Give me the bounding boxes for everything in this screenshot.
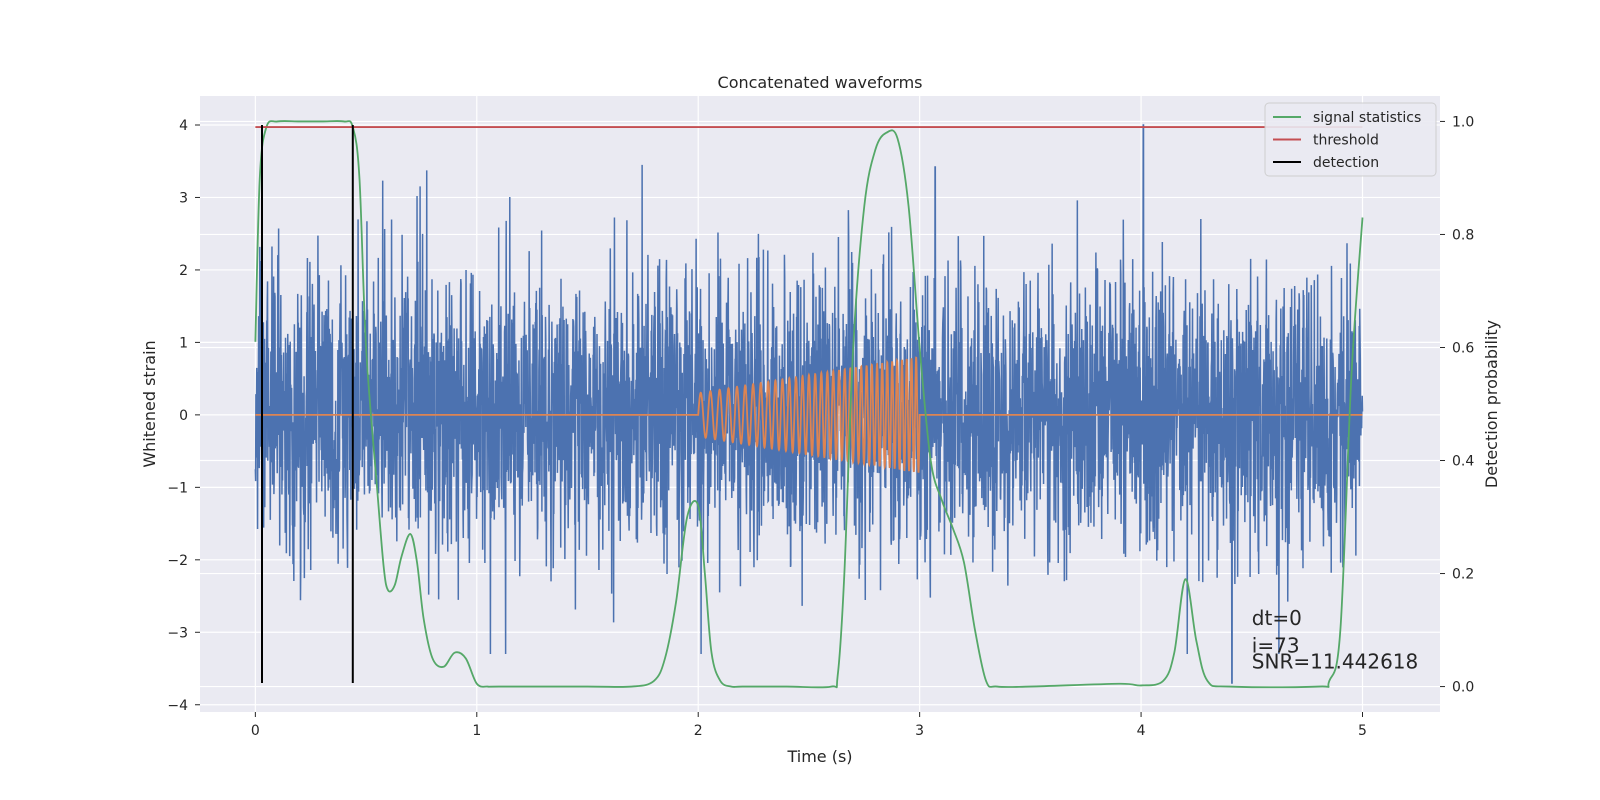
y-axis-label: Whitened strain <box>140 340 159 467</box>
legend-label: threshold <box>1313 133 1379 149</box>
annotation-1: i=73 <box>1252 634 1300 658</box>
y-tick-label: 4 <box>179 118 188 134</box>
y2-tick-label: 0.4 <box>1452 454 1474 470</box>
legend-label: signal statistics <box>1313 110 1421 126</box>
x-tick-label: 5 <box>1358 723 1367 739</box>
x-tick-label: 4 <box>1137 723 1146 739</box>
x-tick-label: 0 <box>251 723 260 739</box>
injected-waveform-series <box>255 356 1363 473</box>
injected-waveform-line <box>255 356 1363 473</box>
y2-tick-label: 0.2 <box>1452 567 1474 583</box>
detection-series <box>261 124 354 684</box>
legend-label: detection <box>1313 155 1379 171</box>
y2-tick-label: 1.0 <box>1452 114 1474 130</box>
y-tick-label: 0 <box>179 408 188 424</box>
y-tick-label: −4 <box>167 698 188 714</box>
signal-statistics-line <box>254 120 1364 689</box>
y-tick-label: 3 <box>179 190 188 206</box>
x-tick-label: 1 <box>472 723 481 739</box>
legend-box <box>1264 102 1437 177</box>
y-tick-label: −3 <box>167 625 188 641</box>
y-tick-label: 1 <box>179 335 188 351</box>
ticks: 0 1 2 3 4 5 −4 −3 −2 −1 0 1 2 3 4 0.0 0.2 0.4 0.6 0.8 1.0 <box>167 114 1474 739</box>
y2-tick-label: 0.6 <box>1452 340 1474 356</box>
annotation-0: dt=0 <box>1252 606 1302 630</box>
y-tick-label: 2 <box>179 263 188 279</box>
whitened-strain-line <box>254 124 1364 684</box>
x-tick-label: 2 <box>694 723 703 739</box>
y-tick-label: −1 <box>167 480 188 496</box>
chart-title: Concatenated waveforms <box>718 73 923 92</box>
y2-tick-label: 0.0 <box>1452 680 1474 696</box>
x-tick-label: 3 <box>915 723 924 739</box>
y-tick-label: −2 <box>167 553 188 569</box>
legend: signal statistics threshold detection <box>1264 102 1437 177</box>
y2-axis-label: Detection probability <box>1482 320 1501 488</box>
annotation-2: SNR=11.442618 <box>1252 650 1418 674</box>
x-axis-label: Time (s) <box>786 747 852 766</box>
signal-statistics-series <box>254 120 1364 689</box>
y2-tick-label: 0.8 <box>1452 227 1474 243</box>
whitened-strain-series <box>254 124 1364 684</box>
